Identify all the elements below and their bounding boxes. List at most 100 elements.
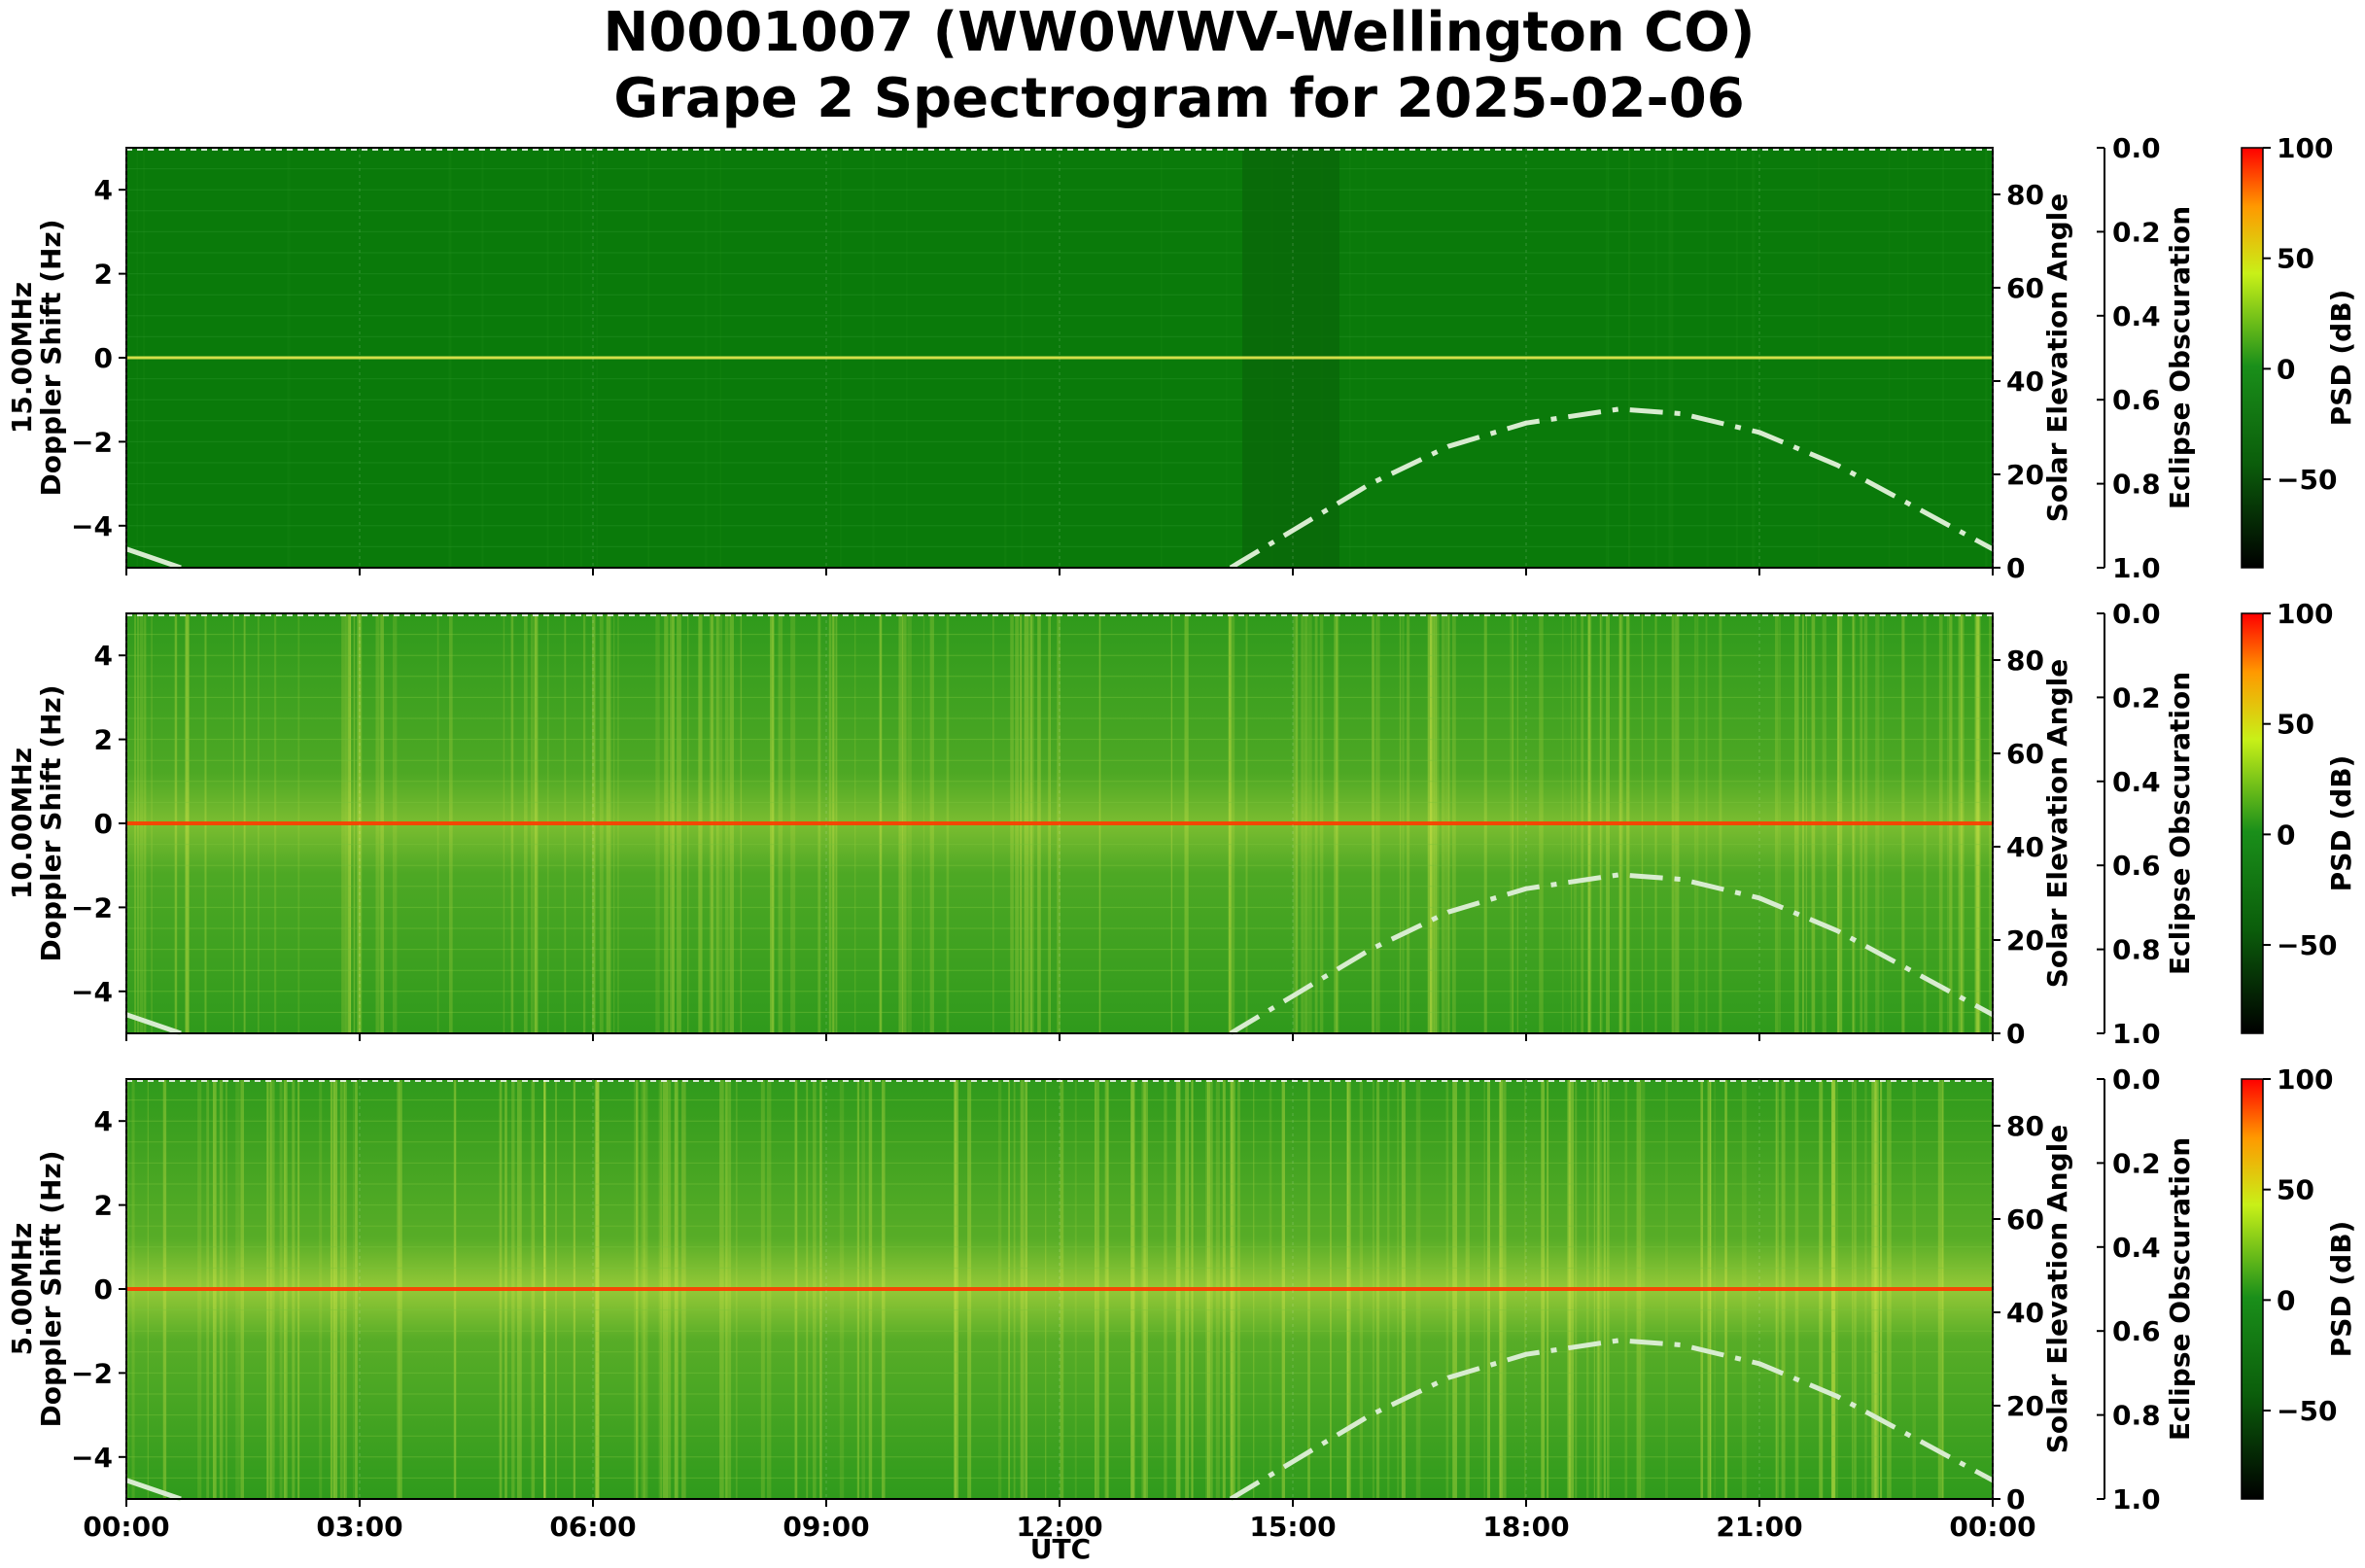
elev-tick-label: 40 xyxy=(2006,366,2044,398)
figure-title-line1: N0001007 (WW0WWV-Wellington CO) xyxy=(604,1,1756,64)
y-tick-label: 2 xyxy=(94,1190,113,1222)
eclipse-obscuration-label: Eclipse Obscuration xyxy=(2164,206,2196,509)
x-tick-label: 03:00 xyxy=(316,1511,402,1543)
frequency-label: 15.00MHz xyxy=(6,282,38,434)
y-tick-label: 2 xyxy=(94,259,113,291)
x-tick-label: 00:00 xyxy=(83,1511,169,1543)
obsc-tick-label: 0.8 xyxy=(2112,1400,2161,1432)
elev-tick-label: 60 xyxy=(2006,1203,2044,1236)
solar-elevation-curve xyxy=(1229,1338,1995,1502)
solar-elevation-curve xyxy=(125,546,182,571)
elev-tick-label: 60 xyxy=(2006,272,2044,304)
cbar-tick-label: −50 xyxy=(2277,929,2337,961)
y-axis-label: Doppler Shift (Hz) xyxy=(35,1150,67,1427)
elev-tick-label: 40 xyxy=(2006,1297,2044,1329)
y-tick-label: 4 xyxy=(94,1105,113,1137)
elev-tick-label: 0 xyxy=(2006,1018,2025,1050)
elev-tick-label: 80 xyxy=(2006,1110,2044,1142)
elev-tick-label: 0 xyxy=(2006,1483,2025,1516)
elev-tick-label: 20 xyxy=(2006,1390,2044,1422)
cbar-tick-label: −50 xyxy=(2277,464,2337,496)
colorbar xyxy=(2241,1078,2264,1500)
y-tick-label: 0 xyxy=(94,808,113,840)
elev-tick-label: 60 xyxy=(2006,738,2044,770)
elev-tick-label: 80 xyxy=(2006,179,2044,211)
x-tick-label: 18:00 xyxy=(1482,1511,1569,1543)
cbar-tick-label: 50 xyxy=(2277,709,2314,741)
obsc-tick-label: 0.8 xyxy=(2112,934,2161,966)
obsc-tick-label: 0.6 xyxy=(2112,850,2161,882)
cbar-tick-label: 50 xyxy=(2277,243,2314,275)
eclipse-obscuration-label: Eclipse Obscuration xyxy=(2164,1137,2196,1441)
obsc-tick-label: 0.6 xyxy=(2112,1315,2161,1347)
x-tick-label: 09:00 xyxy=(783,1511,869,1543)
frequency-label: 5.00MHz xyxy=(6,1223,38,1356)
frequency-label: 10.00MHz xyxy=(6,748,38,899)
obsc-tick-label: 1.0 xyxy=(2112,1018,2161,1050)
y-tick-label: −4 xyxy=(71,510,113,542)
obsc-tick-label: 0.2 xyxy=(2112,216,2161,248)
y-tick-label: −4 xyxy=(71,1442,113,1474)
solar-elevation-label: Solar Elevation Angle xyxy=(2041,1125,2073,1453)
solar-elevation-label: Solar Elevation Angle xyxy=(2041,659,2073,988)
y-tick-label: −2 xyxy=(71,1357,113,1389)
x-tick-label: 15:00 xyxy=(1249,1511,1336,1543)
elev-tick-label: 20 xyxy=(2006,459,2044,491)
cbar-tick-label: 0 xyxy=(2277,1284,2295,1316)
y-tick-label: −2 xyxy=(71,891,113,923)
elev-tick-label: 80 xyxy=(2006,645,2044,677)
colorbar-label: PSD (dB) xyxy=(2325,755,2357,892)
x-tick-label: 12:00 xyxy=(1016,1511,1102,1543)
y-tick-label: −4 xyxy=(71,976,113,1008)
obsc-tick-label: 0.0 xyxy=(2112,598,2161,630)
obsc-tick-label: 0.0 xyxy=(2112,132,2161,164)
y-tick-label: 4 xyxy=(94,640,113,672)
solar-elevation-label: Solar Elevation Angle xyxy=(2041,193,2073,522)
y-tick-label: 0 xyxy=(94,1273,113,1306)
obsc-tick-label: 1.0 xyxy=(2112,1483,2161,1516)
obsc-tick-label: 0.2 xyxy=(2112,1147,2161,1179)
x-axis-label: UTC xyxy=(1030,1533,1091,1565)
cbar-tick-label: −50 xyxy=(2277,1395,2337,1427)
colorbar xyxy=(2241,612,2264,1034)
elev-tick-label: 40 xyxy=(2006,831,2044,863)
y-tick-label: 0 xyxy=(94,342,113,374)
y-axis-label: Doppler Shift (Hz) xyxy=(35,219,67,496)
obsc-tick-label: 0.6 xyxy=(2112,384,2161,416)
obsc-tick-label: 0.2 xyxy=(2112,681,2161,714)
obsc-tick-label: 0.4 xyxy=(2112,766,2161,798)
y-tick-label: 4 xyxy=(94,174,113,206)
colorbar-label: PSD (dB) xyxy=(2325,290,2357,427)
y-axis-label: Doppler Shift (Hz) xyxy=(35,684,67,961)
colorbar xyxy=(2241,147,2264,569)
solar-elevation-curve xyxy=(125,1478,182,1502)
y-tick-label: 2 xyxy=(94,724,113,756)
x-tick-label: 06:00 xyxy=(549,1511,636,1543)
elev-tick-label: 20 xyxy=(2006,924,2044,957)
eclipse-obscuration-label: Eclipse Obscuration xyxy=(2164,672,2196,975)
y-tick-label: −2 xyxy=(71,426,113,458)
obsc-tick-label: 1.0 xyxy=(2112,552,2161,584)
obsc-tick-label: 0.4 xyxy=(2112,1232,2161,1264)
cbar-tick-label: 0 xyxy=(2277,353,2295,385)
solar-elevation-curve xyxy=(1229,872,1995,1036)
obsc-tick-label: 0.8 xyxy=(2112,469,2161,501)
elev-tick-label: 0 xyxy=(2006,552,2025,584)
solar-elevation-curve xyxy=(1229,406,1995,571)
cbar-tick-label: 100 xyxy=(2277,598,2333,630)
cbar-tick-label: 100 xyxy=(2277,132,2333,164)
cbar-tick-label: 100 xyxy=(2277,1063,2333,1096)
obsc-tick-label: 0.0 xyxy=(2112,1063,2161,1096)
figure-title-line2: Grape 2 Spectrogram for 2025-02-06 xyxy=(613,67,1744,130)
cbar-tick-label: 50 xyxy=(2277,1174,2314,1206)
x-tick-label: 00:00 xyxy=(1949,1511,2035,1543)
obsc-tick-label: 0.4 xyxy=(2112,300,2161,332)
cbar-tick-label: 0 xyxy=(2277,819,2295,851)
solar-elevation-curve xyxy=(125,1012,182,1036)
x-tick-label: 21:00 xyxy=(1716,1511,1802,1543)
